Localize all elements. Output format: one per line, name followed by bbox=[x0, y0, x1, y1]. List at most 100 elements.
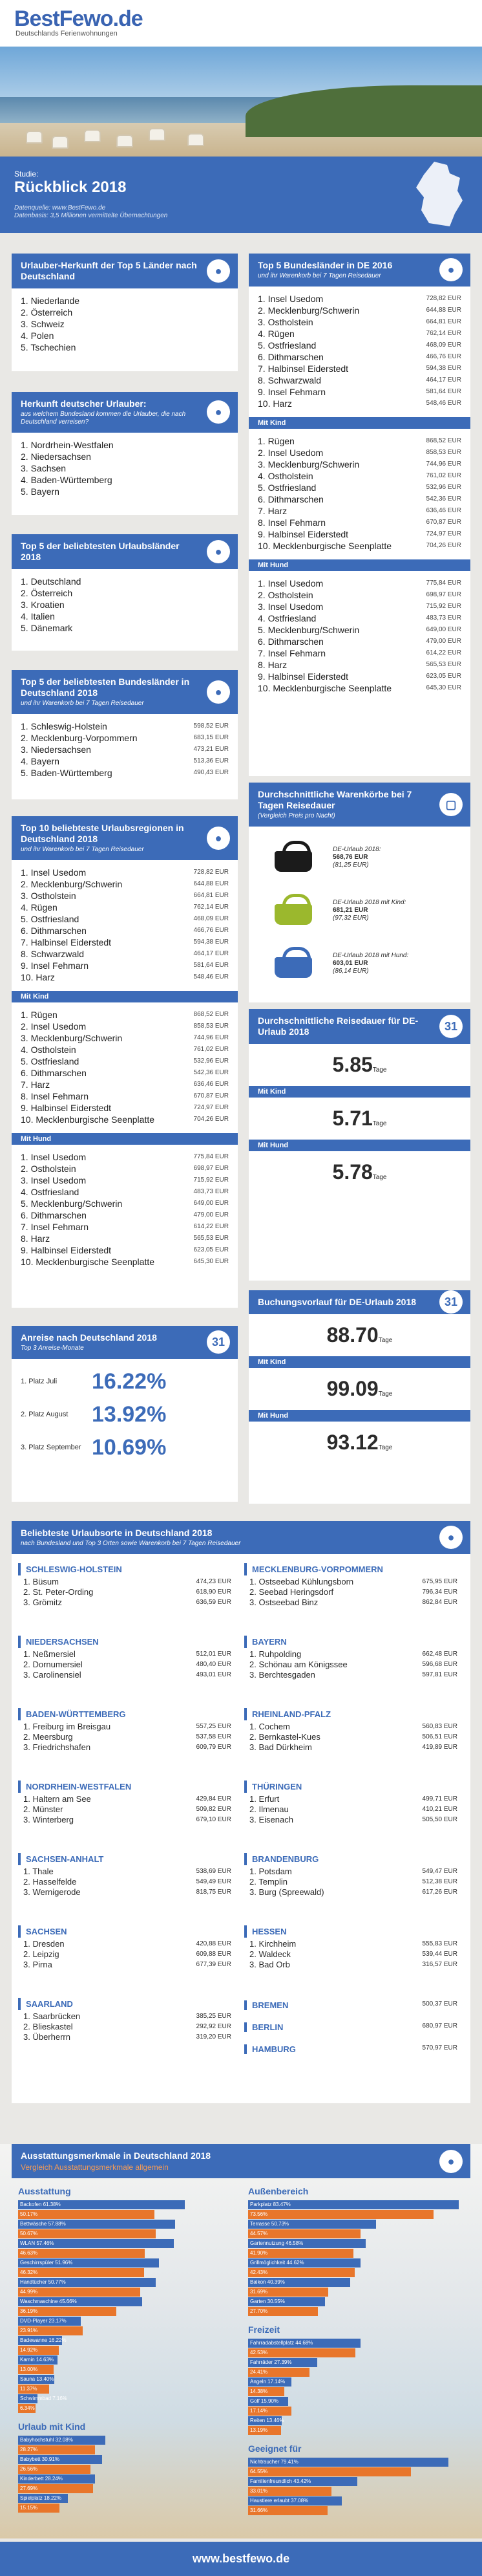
list-item: 3. Wernigerode 818,75 EUR bbox=[23, 1887, 231, 1897]
anreise-row: 1. Platz Juli 16.22% bbox=[21, 1369, 167, 1394]
bar: 17.14% bbox=[248, 2407, 291, 2416]
footer-url[interactable]: www.bestfewo.de bbox=[0, 2542, 482, 2576]
list-item: 2. Bernkastel-Kues 506,51 EUR bbox=[249, 1731, 457, 1742]
state-name: SACHSEN bbox=[18, 1925, 231, 1938]
study-title: Rückblick 2018 bbox=[14, 179, 127, 196]
bl2016-hund-list: 1. Insel Usedom 775,84 EUR 2. Ostholstein 6… bbox=[249, 571, 470, 702]
list-item: 7. Halbinsel Eiderstedt 594,38 EUR bbox=[21, 936, 229, 947]
list-item: 10. Mecklenburgische Seenplatte 704,26 EU… bbox=[21, 1114, 229, 1125]
map-pin-icon: ● bbox=[207, 680, 230, 704]
list-item: 5. Ostfriesland 532,96 EUR bbox=[258, 482, 461, 493]
anreise-card: Anreise nach Deutschland 2018 Top 3 Anrei… bbox=[12, 1326, 238, 1502]
anreise-list: 1. Platz Juli 16.22% 2. Platz August 13.92%… bbox=[12, 1359, 238, 1464]
regionen-hund-list: 1. Insel Usedom 775,84 EUR 2. Ostholstein 6… bbox=[12, 1145, 238, 1275]
bar: Geschirrspüler 51.96% bbox=[18, 2258, 160, 2268]
calendar-icon: 31 bbox=[207, 1330, 230, 1354]
list-item: 3. Friedrichshafen 609,79 EUR bbox=[23, 1742, 231, 1752]
reisedauer-all: 5.85Tage bbox=[332, 1052, 387, 1076]
state-block: RHEINLAND-PFALZ 1. Cochem 560,83 EUR 2. Ber… bbox=[244, 1707, 457, 1753]
list-item: 6. Dithmarschen 466,76 EUR bbox=[21, 925, 229, 936]
card-title: Anreise nach Deutschland 2018 Top 3 Anrei… bbox=[12, 1326, 238, 1359]
list-item: 1. Büsum 474,23 EUR bbox=[23, 1576, 231, 1586]
map-pin-icon: ● bbox=[439, 1526, 463, 1550]
list-item: 4. Ostholstein 761,02 EUR bbox=[21, 1044, 229, 1055]
state-block: THÜRINGEN 1. Erfurt 499,71 EUR 2. Ilmenau 41… bbox=[244, 1780, 457, 1825]
list-item: 2. Österreich bbox=[21, 587, 73, 598]
list-item: 5. Mecklenburg/Schwerin 649,00 EUR bbox=[21, 1198, 229, 1209]
list-item: 5. Ostfriesland 468,09 EUR bbox=[21, 913, 229, 924]
state-block: MECKLENBURG-VORPOMMERN 1. Ostseebad Kühlu… bbox=[244, 1563, 457, 1608]
list-item: 10. Mecklenburgische Seenplatte 645,30 EU… bbox=[258, 682, 461, 693]
list-item: 2. Seebad Heringsdorf 796,34 EUR bbox=[249, 1586, 457, 1597]
bar: Garten 30.55% bbox=[248, 2297, 326, 2307]
regionen-all-list: 1. Insel Usedom 728,82 EUR 2. Mecklenburg/… bbox=[12, 860, 238, 991]
bar: Sauna 13.40% bbox=[18, 2375, 55, 2385]
list-item: 1. Cochem 560,83 EUR bbox=[249, 1721, 457, 1731]
study-label: Studie: bbox=[14, 169, 39, 179]
logo[interactable]: BestFewo.de bbox=[14, 6, 143, 31]
list-item: 8. Schwarzwald 464,17 EUR bbox=[21, 948, 229, 959]
list-item: 2. Waldeck 539,44 EUR bbox=[249, 1949, 457, 1959]
state-block: BRANDENBURG 1. Potsdam 549,47 EUR 2. Templi… bbox=[244, 1852, 457, 1898]
map-pin-icon: ● bbox=[207, 400, 230, 424]
bl2016-kind-list: 1. Rügen 868,52 EUR 2. Insel Usedom 858,53 … bbox=[249, 429, 470, 559]
regionen-card: Top 10 beliebteste Urlaubsregionen in De… bbox=[12, 816, 238, 1308]
bar: 15.15% bbox=[18, 2504, 59, 2513]
list-item: 1. Rügen 868,52 EUR bbox=[21, 1009, 229, 1020]
bar: Schwimmbad 7.16% bbox=[18, 2394, 67, 2404]
anreise-row: 3. Platz September 10.69% bbox=[21, 1434, 167, 1460]
list-item: 4. Bayern 513,36 EUR bbox=[21, 755, 229, 766]
herkunft-de-card: Herkunft deutscher Urlauber: aus welchem … bbox=[12, 392, 238, 515]
bar: Kamin 14.63% bbox=[18, 2355, 58, 2365]
buchung-hund: 93.12Tage bbox=[326, 1430, 393, 1454]
state-name: BRANDENBURG bbox=[244, 1852, 457, 1865]
state-single: BREMEN 500,37 EUR bbox=[244, 2000, 457, 2010]
germany-map-icon bbox=[416, 162, 463, 226]
regionen-kind-list: 1. Rügen 868,52 EUR 2. Insel Usedom 858,53 … bbox=[12, 1002, 238, 1133]
state-single: HAMBURG 570,97 EUR bbox=[244, 2044, 457, 2054]
state-name: SAARLAND bbox=[18, 1997, 231, 2010]
calendar-icon: 31 bbox=[439, 1014, 463, 1038]
list-item: 2. Dornumersiel 480,40 EUR bbox=[23, 1659, 231, 1669]
list-item: 1. Neßmersiel 512,01 EUR bbox=[23, 1649, 231, 1659]
list-item: 1. Insel Usedom 775,84 EUR bbox=[258, 578, 461, 589]
data-basis: Datenbasis: 3,5 Millionen vermittelte Üb… bbox=[14, 212, 168, 219]
list-item: 1. Erfurt 499,71 EUR bbox=[249, 1793, 457, 1804]
list-item: 2. Insel Usedom 858,53 EUR bbox=[21, 1021, 229, 1032]
bar: 13.00% bbox=[18, 2365, 54, 2375]
list-item: 4. Baden-Württemberg bbox=[21, 474, 112, 485]
bar: WLAN 57.46% bbox=[18, 2239, 174, 2249]
bar: 41.90% bbox=[248, 2249, 354, 2258]
bar-group-title: Ausstattung bbox=[18, 2186, 71, 2197]
bar-group-title: Urlaub mit Kind bbox=[18, 2421, 86, 2432]
basket-icon: ▢ bbox=[439, 792, 463, 816]
state-single: BERLIN 680,97 EUR bbox=[244, 2022, 457, 2032]
list-item: 2. Insel Usedom 858,53 EUR bbox=[258, 447, 461, 458]
list-item: 3. Bad Dürkheim 419,89 EUR bbox=[249, 1742, 457, 1752]
bar: Golf 15.90% bbox=[248, 2397, 288, 2407]
list-item: 7. Harz 636,46 EUR bbox=[21, 1079, 229, 1090]
list-item: 2. Österreich bbox=[21, 307, 73, 318]
list-item: 9. Halbinsel Eiderstedt 724,97 EUR bbox=[21, 1102, 229, 1113]
bar: 14.38% bbox=[248, 2387, 285, 2397]
buchung-kind: 99.09Tage bbox=[326, 1376, 393, 1400]
list-item: 1. Nordrhein-Westfalen bbox=[21, 439, 114, 450]
list-item: 2. Ilmenau 410,21 EUR bbox=[249, 1804, 457, 1814]
card-title: Durchschnittliche Warenkörbe bei 7 Tagen… bbox=[249, 783, 470, 827]
list-item: 2. Ostholstein 698,97 EUR bbox=[258, 589, 461, 600]
buchung-all: 88.70Tage bbox=[326, 1323, 393, 1347]
orte-card: Beliebteste Urlaubsorte in Deutschland 2… bbox=[12, 1521, 470, 2103]
orte-grid: SCHLESWIG-HOLSTEIN 1. Büsum 474,23 EUR 2. S… bbox=[12, 1554, 470, 2091]
list-item: 3. Kroatien bbox=[21, 599, 65, 610]
list-item: 1. Rügen 868,52 EUR bbox=[258, 435, 461, 446]
bar: Nichtraucher 79.41% bbox=[248, 2458, 448, 2467]
list-item: 6. Dithmarschen 542,36 EUR bbox=[21, 1067, 229, 1078]
state-name: HESSEN bbox=[244, 1925, 457, 1938]
herkunft-de-list: 1. Nordrhein-Westfalen 2. Niedersachsen 3.… bbox=[12, 433, 238, 505]
list-item: 4. Rügen 762,14 EUR bbox=[258, 328, 461, 339]
list-item: 9. Halbinsel Eiderstedt 623,05 EUR bbox=[21, 1244, 229, 1255]
bar: 14.92% bbox=[18, 2346, 59, 2355]
state-name: RHEINLAND-PFALZ bbox=[244, 1707, 457, 1720]
study-band: Studie: Rückblick 2018 Datenquelle: www.… bbox=[0, 157, 482, 233]
bar: 42.53% bbox=[248, 2348, 355, 2358]
